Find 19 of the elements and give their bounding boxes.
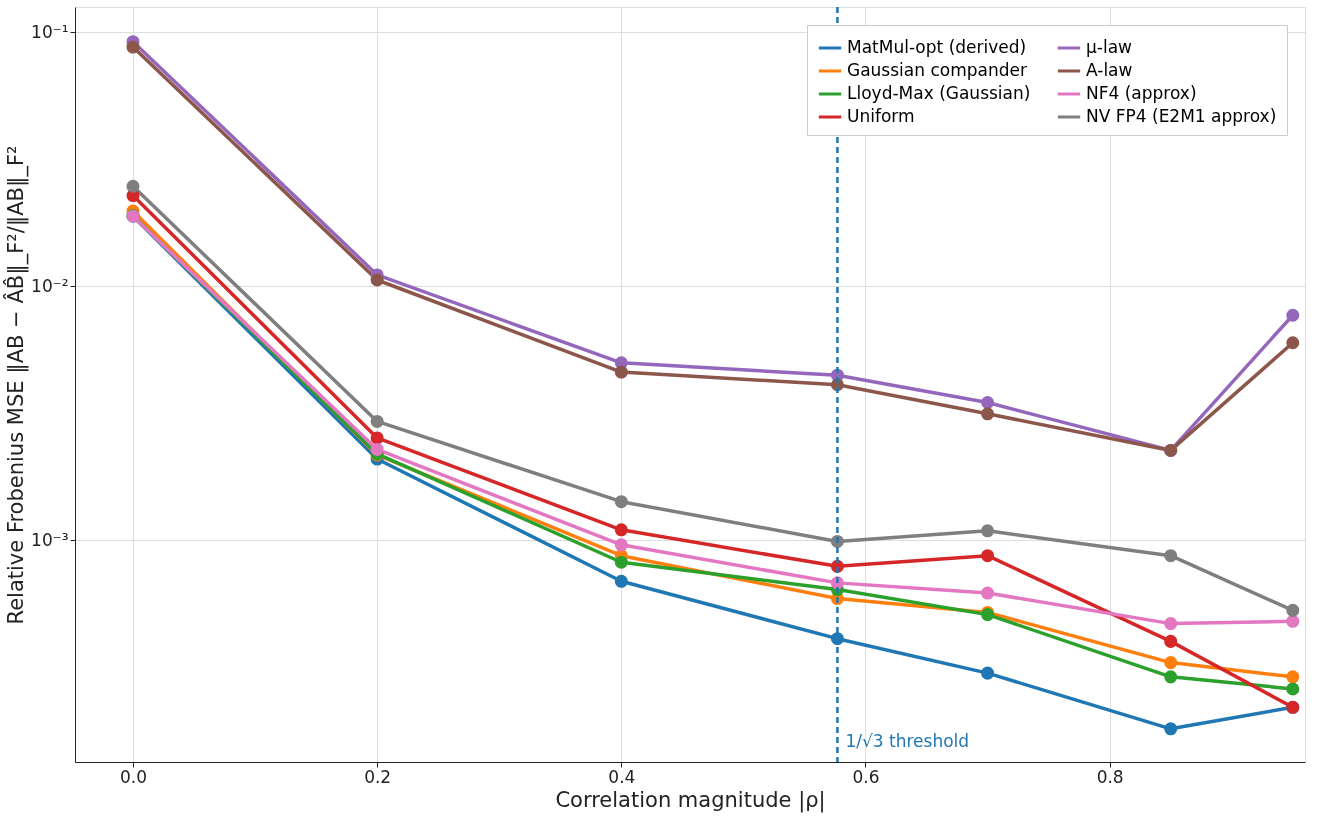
- legend-label: Uniform: [847, 106, 915, 126]
- ref-line-label: 1/√3 threshold: [845, 730, 970, 751]
- y-axis-title: Relative Frobenius MSE ‖AB − ÂB̂‖_F²/‖AB‖_F²: [3, 145, 30, 625]
- x-tick-label: 0.2: [364, 766, 392, 787]
- x-tick-label: 0.8: [1096, 766, 1124, 787]
- legend-label: Lloyd-Max (Gaussian): [847, 83, 1031, 103]
- y-tick-label: 10⁻³: [31, 529, 69, 550]
- legend-label: NF4 (approx): [1086, 83, 1197, 103]
- x-tick-label: 0.4: [608, 766, 636, 787]
- x-tick-label: 0.6: [852, 766, 880, 787]
- y-tick-label: 10⁻¹: [31, 21, 69, 42]
- legend-label: μ-law: [1086, 37, 1133, 57]
- legend-label: NV FP4 (E2M1 approx): [1086, 106, 1277, 126]
- legend-label: Gaussian compander: [847, 60, 1027, 80]
- y-tick-label: 10⁻²: [31, 275, 69, 296]
- x-axis-title: Correlation magnitude |ρ|: [555, 787, 826, 813]
- legend-label: A-law: [1086, 60, 1133, 80]
- x-tick-label: 0.0: [119, 766, 148, 787]
- legend-label: MatMul-opt (derived): [847, 37, 1027, 57]
